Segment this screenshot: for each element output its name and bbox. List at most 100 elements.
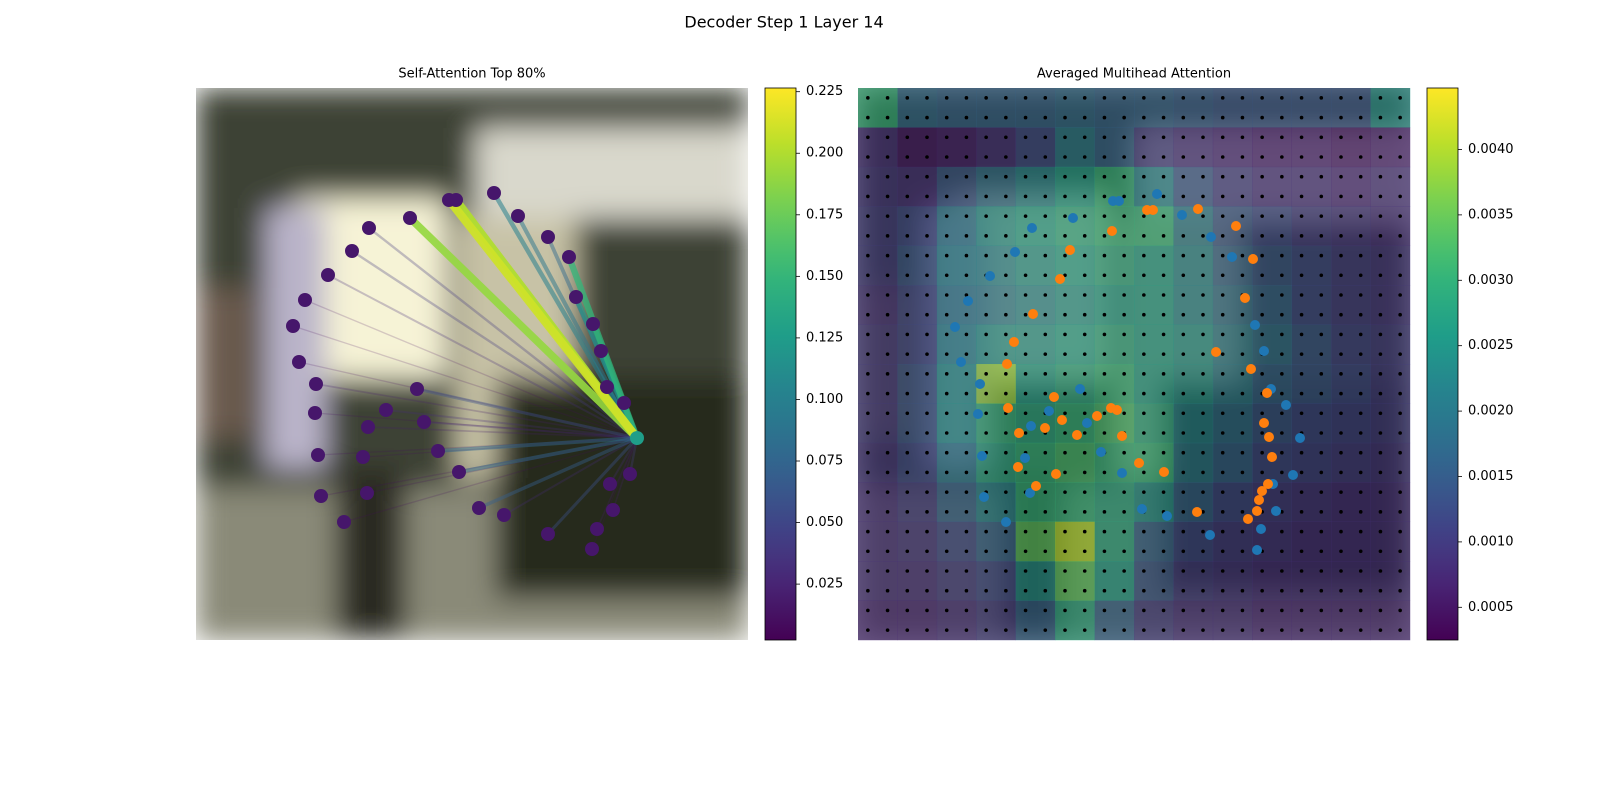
colorbar xyxy=(1426,87,1459,641)
grid-dot xyxy=(1122,194,1126,199)
keypoint xyxy=(360,486,374,500)
grid-dot xyxy=(866,135,870,140)
keypoint xyxy=(606,503,620,517)
grid-dot xyxy=(1142,234,1146,238)
grid-dot xyxy=(1378,332,1383,337)
grid-dot xyxy=(1102,135,1107,140)
grid-dot xyxy=(905,352,910,356)
grid-dot xyxy=(1102,115,1107,120)
grid-dot xyxy=(1004,273,1008,278)
grid-dot xyxy=(1319,293,1324,297)
grid-dot xyxy=(1220,510,1225,514)
grid-dot xyxy=(1398,214,1402,218)
grid-dot xyxy=(1319,194,1324,199)
heatmap-cell xyxy=(1252,245,1293,286)
grid-dot xyxy=(905,431,910,435)
scatter-point xyxy=(1114,196,1124,206)
grid-dot xyxy=(1004,155,1008,159)
grid-dot xyxy=(1082,96,1087,100)
grid-dot xyxy=(1142,253,1146,258)
heatmap-cell xyxy=(897,442,938,483)
grid-dot xyxy=(1319,569,1324,573)
grid-dot xyxy=(1378,194,1383,199)
grid-dot xyxy=(1122,253,1126,258)
heatmap-cell xyxy=(1055,482,1095,523)
grid-dot xyxy=(1023,174,1028,179)
grid-dot xyxy=(866,115,870,120)
grid-dot xyxy=(1102,628,1107,632)
scatter-point xyxy=(950,322,960,332)
grid-dot xyxy=(944,470,949,475)
scatter-point xyxy=(1117,468,1127,478)
grid-dot xyxy=(964,372,969,376)
grid-dot xyxy=(1378,529,1383,534)
grid-dot xyxy=(1082,174,1087,179)
colorbar-tick-label: 0.175 xyxy=(806,207,843,222)
scatter-point xyxy=(1267,452,1277,462)
grid-dot xyxy=(964,450,969,455)
grid-dot xyxy=(885,214,890,218)
grid-dot xyxy=(885,155,890,159)
attention-edge xyxy=(292,325,638,439)
grid-dot xyxy=(1004,608,1008,613)
grid-dot xyxy=(1339,352,1343,356)
heatmap-cell xyxy=(1055,442,1095,483)
keypoint xyxy=(603,477,617,491)
heatmap-cell xyxy=(1094,245,1135,286)
grid-dot xyxy=(1319,96,1324,100)
grid-dot xyxy=(1358,549,1363,554)
grid-dot xyxy=(1220,293,1225,297)
scatter-point xyxy=(1055,274,1065,284)
grid-dot xyxy=(1339,529,1343,534)
grid-dot xyxy=(1142,96,1146,100)
grid-dot xyxy=(1378,628,1383,632)
grid-dot xyxy=(1122,155,1126,159)
scatter-point xyxy=(1134,458,1144,468)
grid-dot xyxy=(1043,234,1048,238)
grid-dot xyxy=(1280,214,1284,218)
scatter-point xyxy=(1240,293,1250,303)
grid-dot xyxy=(1082,588,1087,593)
grid-dot xyxy=(1358,372,1363,376)
grid-dot xyxy=(1201,470,1205,475)
grid-dot xyxy=(1142,549,1146,554)
grid-dot xyxy=(1378,273,1383,278)
heatmap-cell xyxy=(936,482,977,523)
grid-dot xyxy=(1378,510,1383,514)
grid-dot xyxy=(984,253,988,258)
scatter-point xyxy=(1072,430,1082,440)
keypoint xyxy=(345,244,359,258)
heatmap-cell xyxy=(1370,561,1411,601)
attention-edge xyxy=(406,214,641,442)
grid-dot xyxy=(1240,96,1245,100)
grid-dot xyxy=(1358,135,1363,140)
grid-dot xyxy=(1280,411,1284,416)
grid-dot xyxy=(1161,372,1166,376)
grid-dot xyxy=(1063,352,1067,356)
scatter-point xyxy=(1295,433,1305,443)
scatter-point xyxy=(1026,421,1036,431)
keypoint xyxy=(361,420,375,434)
keypoint xyxy=(617,396,631,410)
grid-dot xyxy=(1043,391,1048,396)
heatmap-cell xyxy=(1331,482,1371,523)
grid-dot xyxy=(1280,332,1284,337)
grid-dot xyxy=(1181,273,1186,278)
grid-dot xyxy=(1063,628,1067,632)
grid-dot xyxy=(984,293,988,297)
grid-dot xyxy=(1378,174,1383,179)
heatmap-cell xyxy=(1134,364,1174,404)
grid-dot xyxy=(964,608,969,613)
grid-dot xyxy=(1004,529,1008,534)
grid-dot xyxy=(885,569,890,573)
grid-dot xyxy=(1220,115,1225,120)
keypoint xyxy=(403,211,417,225)
grid-dot xyxy=(925,214,929,218)
heatmap-cell xyxy=(976,166,1017,207)
grid-dot xyxy=(1240,411,1245,416)
grid-dot xyxy=(905,569,910,573)
grid-dot xyxy=(1319,135,1324,140)
heatmap-cell xyxy=(1055,166,1095,207)
grid-dot xyxy=(925,391,929,396)
